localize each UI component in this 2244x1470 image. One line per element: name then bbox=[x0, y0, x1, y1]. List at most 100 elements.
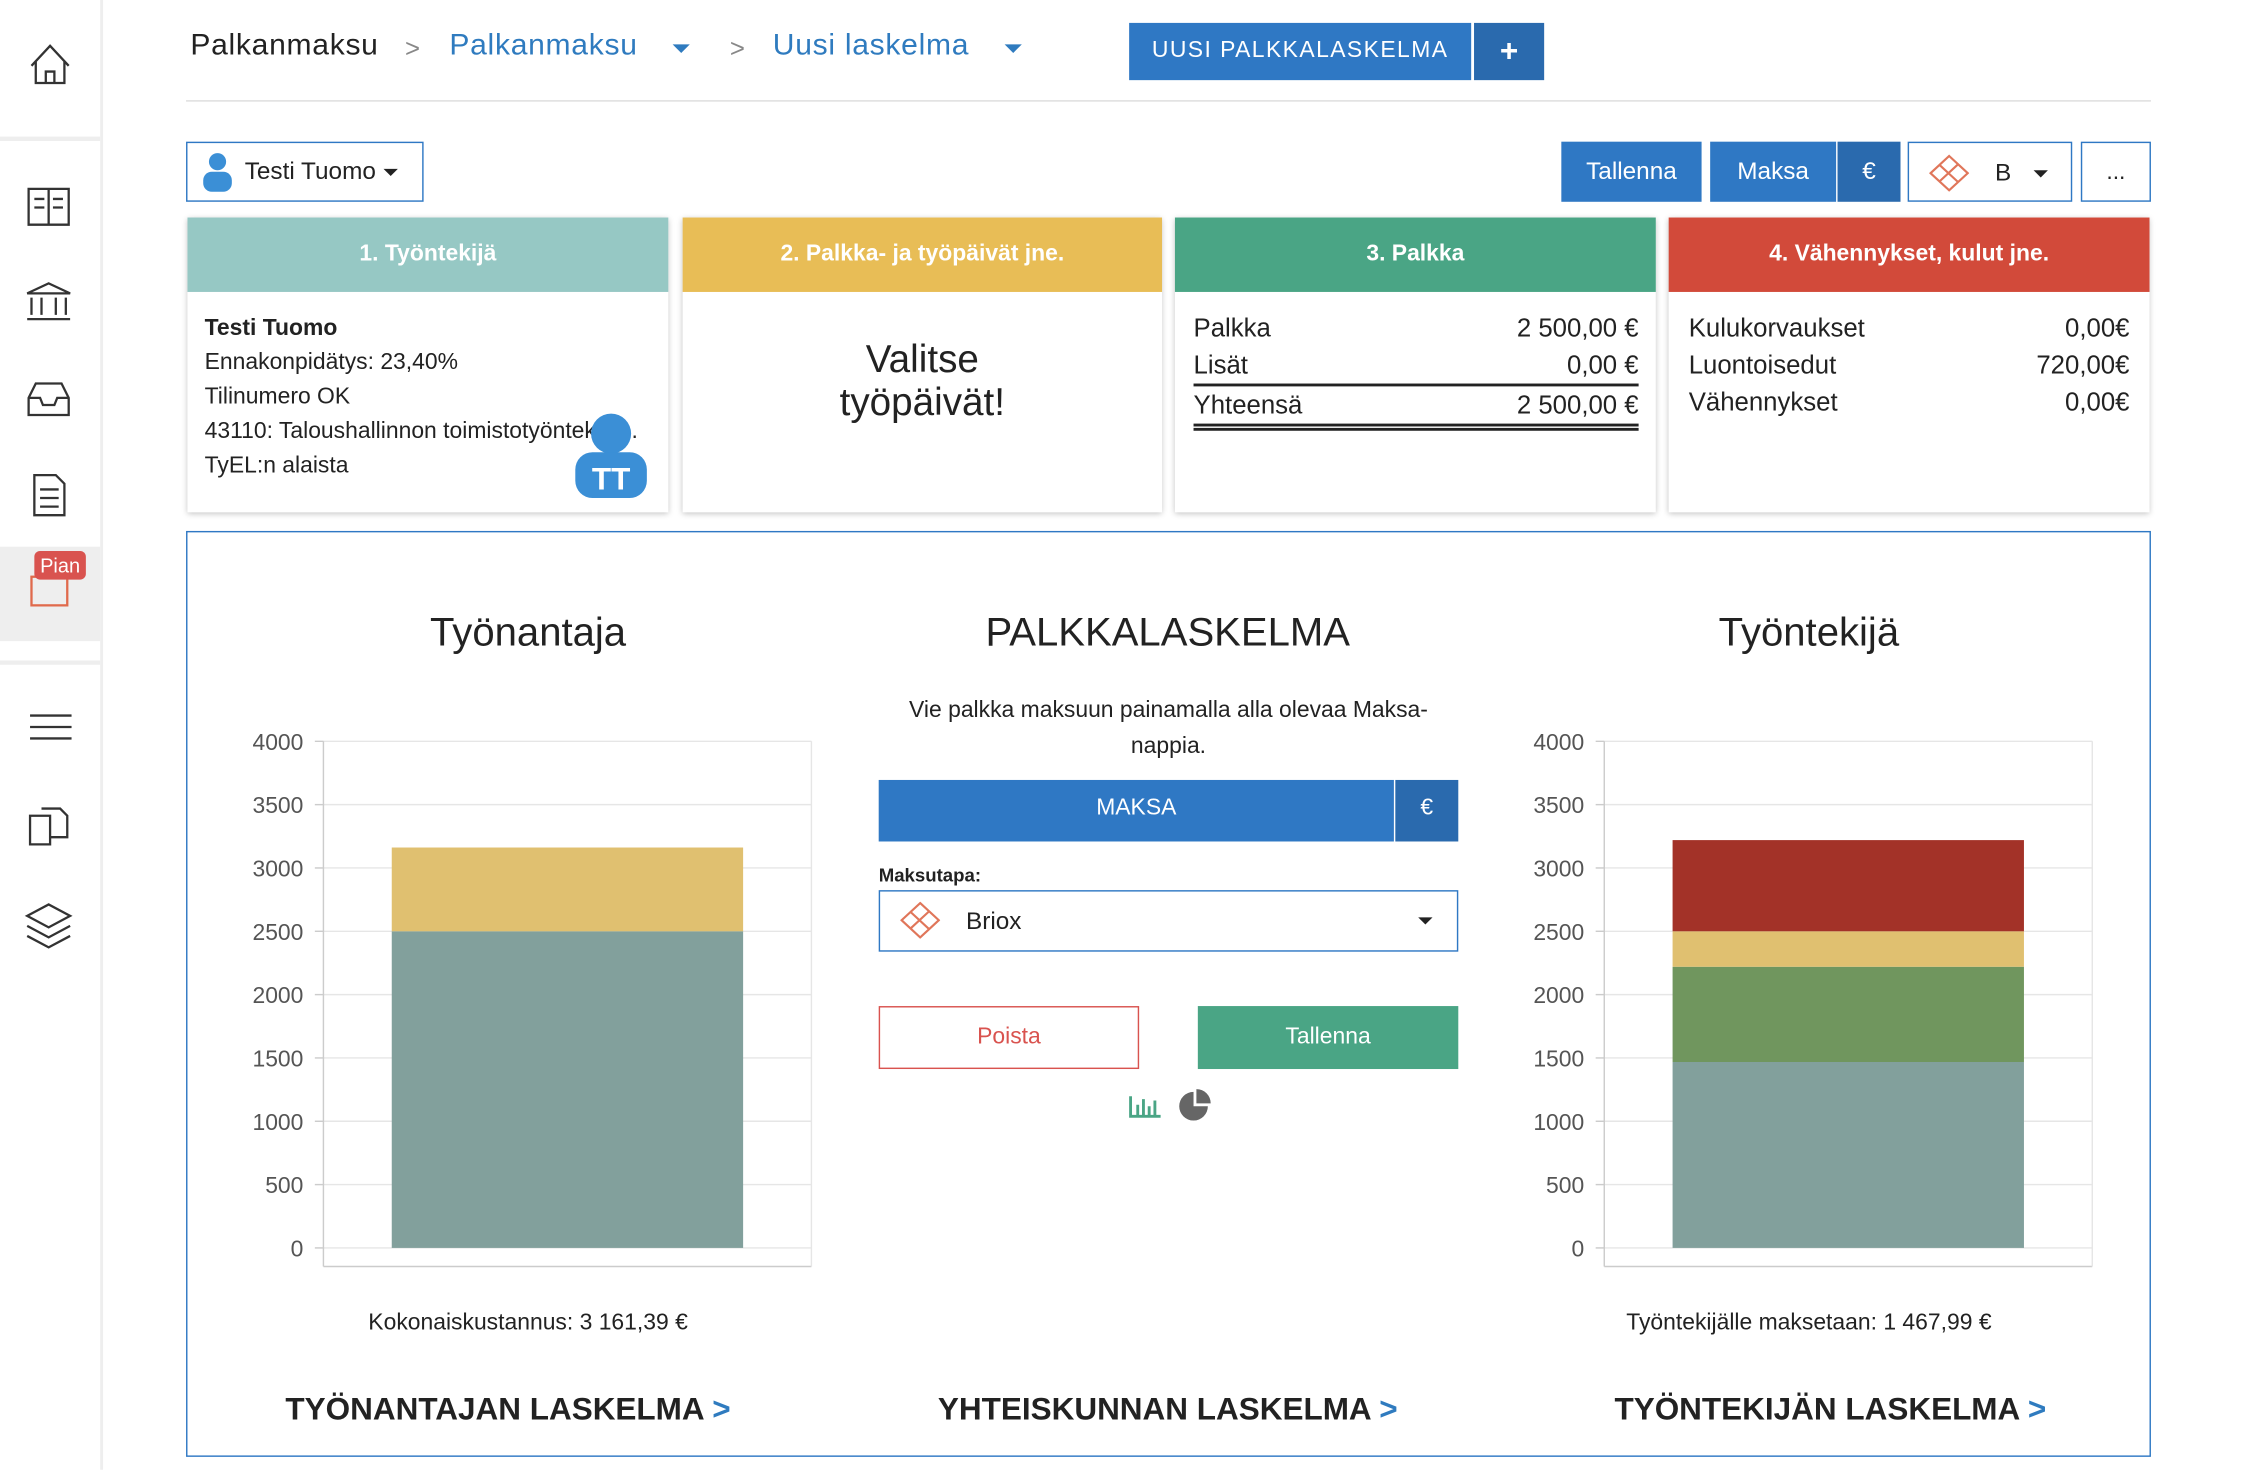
currency-button[interactable]: € bbox=[1837, 141, 1901, 202]
y-tick-label: 3500 bbox=[253, 792, 304, 818]
card-title: 1. Työntekijä bbox=[187, 217, 669, 292]
select-caret bbox=[2033, 170, 2048, 184]
save-button[interactable]: Tallenna bbox=[1197, 1006, 1459, 1070]
provider-name: B bbox=[1994, 158, 2012, 187]
card-body: Testi Tuomo Ennakonpidätys: 23,40% Tilin… bbox=[187, 292, 668, 504]
y-tick-label: 4000 bbox=[253, 729, 304, 755]
employee-card[interactable]: 1. Työntekijä Testi Tuomo Ennakonpidätys… bbox=[187, 217, 669, 513]
instruction: Vie palkka maksuun painamalla alla oleva… bbox=[909, 698, 1428, 759]
y-tick-label: 2000 bbox=[253, 982, 304, 1008]
soon-badge: Pian bbox=[40, 555, 80, 577]
row-value: 0,00€ bbox=[2065, 387, 2130, 417]
y-tick-label: 2500 bbox=[1533, 919, 1584, 945]
summary-panel bbox=[186, 530, 2151, 1457]
copy-icon[interactable] bbox=[28, 807, 69, 846]
briox-logo bbox=[1929, 154, 1970, 192]
link-text: TYÖNTEKIJÄN LASKELMA bbox=[1614, 1391, 2020, 1427]
deduction-row: Vähennykset 0,00€ bbox=[1689, 384, 2130, 421]
pay-button[interactable]: Maksa bbox=[1710, 141, 1837, 202]
book-icon[interactable] bbox=[27, 187, 70, 226]
link-text: YHTEISKUNNAN LASKELMA bbox=[937, 1391, 1371, 1427]
row-value: 2 500,00 € bbox=[1516, 313, 1639, 343]
row-label: Vähennykset bbox=[1688, 387, 1838, 417]
y-tick-label: 0 bbox=[1571, 1236, 1584, 1262]
layers-icon[interactable] bbox=[24, 903, 73, 949]
avatar-initials: TT bbox=[592, 461, 630, 496]
chart-title: Työnantaja bbox=[430, 609, 627, 655]
y-tick-label: 4000 bbox=[1533, 729, 1584, 755]
account-status: Tilinumero OK bbox=[204, 384, 351, 410]
sidebar-icons: Pian bbox=[0, 44, 101, 949]
row-label: Yhteensä bbox=[1193, 390, 1303, 420]
employee-select[interactable]: Testi Tuomo bbox=[186, 141, 424, 202]
salary-row: Lisät 0,00 € bbox=[1193, 346, 1639, 387]
row-value: 2 500,00 € bbox=[1516, 390, 1639, 420]
method-name: Briox bbox=[965, 907, 1022, 935]
breadcrumb-item[interactable]: Uusi laskelma bbox=[772, 28, 970, 62]
row-value: 720,00€ bbox=[2036, 350, 2130, 380]
row-value: 0,00€ bbox=[2065, 313, 2130, 343]
document-icon[interactable] bbox=[33, 473, 66, 517]
select-caret bbox=[1418, 917, 1433, 931]
row-value: 0,00 € bbox=[1566, 350, 1639, 380]
workdays-card[interactable]: 2. Palkka- ja työpäivät jne. Valitse työ… bbox=[682, 217, 1163, 513]
breadcrumb-item[interactable]: Palkanmaksu bbox=[449, 28, 638, 62]
row-label: Luontoisedut bbox=[1688, 350, 1837, 380]
select-caret bbox=[383, 168, 398, 183]
y-tick-label: 500 bbox=[265, 1172, 303, 1198]
header-divider bbox=[186, 100, 2151, 102]
row-label: Lisät bbox=[1193, 350, 1248, 380]
y-tick-label: 0 bbox=[291, 1236, 304, 1262]
dropdown-caret[interactable] bbox=[672, 44, 690, 61]
breadcrumb-item[interactable]: Palkanmaksu bbox=[190, 28, 379, 62]
employee-icon bbox=[203, 153, 232, 192]
y-tick-label: 2500 bbox=[253, 919, 304, 945]
card-body: Palkka 2 500,00 € Lisät 0,00 € Yhteensä 2 5… bbox=[1175, 292, 1656, 431]
y-tick-label: 1000 bbox=[1533, 1109, 1584, 1135]
employee-link[interactable]: TYÖNTEKIJÄN LASKELMA > bbox=[1544, 1391, 2116, 1428]
deduction-row: Kulukorvaukset 0,00€ bbox=[1689, 309, 2130, 346]
list-icon[interactable] bbox=[30, 714, 72, 740]
bank-icon[interactable] bbox=[26, 282, 71, 321]
panel-title: PALKKALASKELMA bbox=[985, 609, 1351, 655]
society-link[interactable]: YHTEISKUNNAN LASKELMA > bbox=[882, 1391, 1454, 1428]
deductions-card[interactable]: 4. Vähennykset, kulut jne. Kulukorvaukse… bbox=[1668, 217, 2150, 513]
more-button[interactable]: ... bbox=[2080, 141, 2151, 202]
dropdown-caret[interactable] bbox=[1004, 44, 1022, 61]
chart: 0 500 1000 1500 2000 2500 3000 3500 4000 bbox=[1533, 729, 2093, 1268]
bar-segment bbox=[391, 931, 744, 1248]
breadcrumb-separator: > bbox=[405, 34, 421, 63]
bar-segment bbox=[391, 847, 744, 932]
bar-chart-toggle[interactable] bbox=[1129, 1096, 1161, 1118]
provider-select[interactable]: B bbox=[1907, 141, 2073, 202]
row-label: Palkka bbox=[1193, 313, 1271, 343]
y-tick-label: 3000 bbox=[253, 856, 304, 882]
pie-chart-toggle[interactable] bbox=[1179, 1089, 1211, 1121]
add-button[interactable]: + bbox=[1474, 22, 1545, 81]
chart-toggle bbox=[1129, 1089, 1211, 1121]
bar-segment bbox=[1672, 966, 2024, 1062]
save-button[interactable]: Tallenna bbox=[1561, 141, 1702, 202]
inbox-icon[interactable] bbox=[27, 382, 70, 417]
salary-card[interactable]: 3. Palkka Palkka 2 500,00 € Lisät 0,00 € Y… bbox=[1174, 217, 1656, 513]
link-arrow: > bbox=[2027, 1391, 2047, 1427]
pay-button[interactable]: MAKSA bbox=[878, 779, 1394, 842]
badge-bg bbox=[34, 550, 86, 580]
breadcrumb-separator: > bbox=[729, 34, 746, 63]
card-title: 2. Palkka- ja työpäivät jne. bbox=[682, 217, 1163, 292]
employer-link[interactable]: TYÖNANTAJAN LASKELMA > bbox=[222, 1391, 794, 1428]
currency-button[interactable]: € bbox=[1395, 779, 1459, 842]
occupation: 43110: Taloushallinnon toimistotyöntekij… bbox=[204, 419, 638, 444]
method-select[interactable]: Briox bbox=[878, 890, 1459, 952]
link-text: TYÖNANTAJAN LASKELMA bbox=[285, 1391, 704, 1427]
y-tick-label: 2000 bbox=[1533, 982, 1584, 1008]
chart-caption: Kokonaiskustannus: 3 161,39 € bbox=[368, 1310, 688, 1336]
new-calculation-button[interactable]: UUSI PALKKALASKELMA bbox=[1129, 22, 1472, 81]
employee-name: Testi Tuomo bbox=[244, 157, 376, 185]
y-tick-label: 1000 bbox=[253, 1109, 304, 1135]
avatar: TT bbox=[575, 413, 647, 499]
home-icon[interactable] bbox=[30, 44, 70, 85]
y-tick-label: 1500 bbox=[1533, 1046, 1584, 1072]
delete-button[interactable]: Poista bbox=[878, 1006, 1140, 1070]
chart-caption: Työntekijälle maksetaan: 1 467,99 € bbox=[1626, 1310, 1992, 1336]
